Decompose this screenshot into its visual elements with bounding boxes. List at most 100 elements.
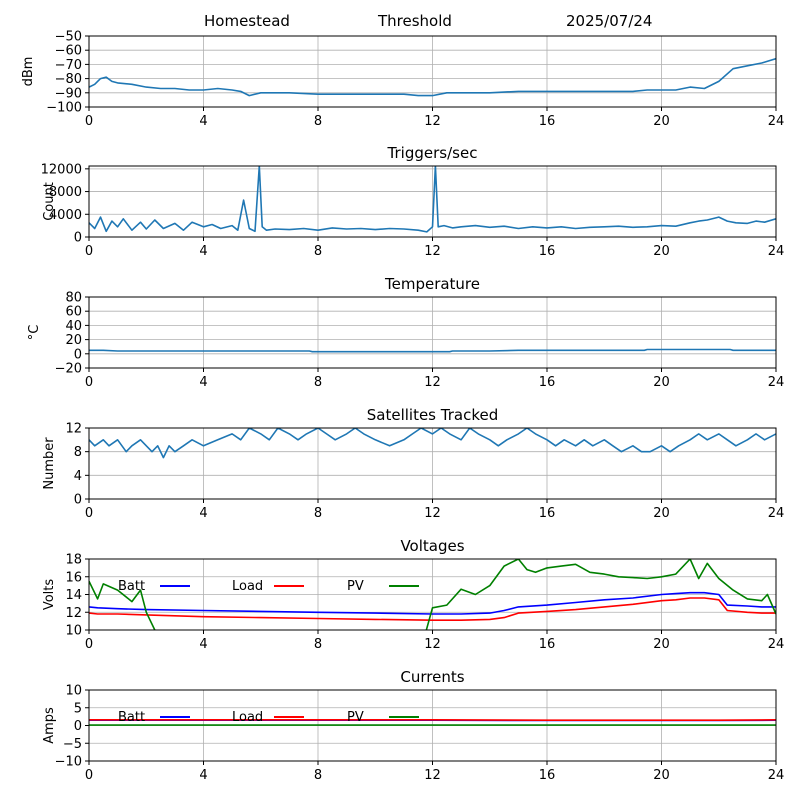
panel-2-ytick-label-0: −20 (55, 362, 82, 377)
panel-2-xtick-label-6: 24 (768, 375, 785, 390)
panel-3-title: Satellites Tracked (367, 406, 498, 424)
panel-1-xtick-label-6: 24 (768, 244, 785, 259)
panel-0-ytick-label-4: −60 (55, 44, 82, 59)
panel-1: 0 4 8 12 16 20 24 0 4000 8000 12000 Count Triggers/s… (41, 144, 785, 259)
panel-2-xtick-label-3: 12 (424, 375, 441, 390)
plot-date: 2025/07/24 (566, 12, 653, 30)
panel-4-ylabel: Volts (42, 579, 57, 611)
panel-4-ytick-label-0: 10 (65, 624, 82, 639)
panel-5-xtick-label-3: 12 (424, 768, 441, 783)
panel-0-ytick-label-0: −100 (46, 101, 82, 116)
panel-3-xtick-label-1: 4 (199, 506, 207, 521)
panel-3-ytick-label-0: 0 (74, 493, 82, 508)
panel-3-series-line-series-0 (89, 428, 776, 459)
panel-3-xtick-label-3: 12 (424, 506, 441, 521)
panel-5-xtick-label-5: 20 (653, 768, 670, 783)
panel-0-ytick-label-1: −90 (55, 86, 82, 101)
panel-2-xtick-label-5: 20 (653, 375, 670, 390)
panel-1-xtick-label-5: 20 (653, 244, 670, 259)
panel-4-ytick-label-2: 14 (65, 588, 82, 603)
panel-4-xtick-label-3: 12 (424, 637, 441, 652)
panel-5-ytick-label-4: 10 (65, 684, 82, 699)
panel-0-xtick-label-1: 4 (199, 114, 207, 129)
panel-1-ylabel: Count (42, 182, 57, 221)
panel-2-xtick-label-0: 0 (85, 375, 93, 390)
panel-1-xtick-label-1: 4 (199, 244, 207, 259)
panel-0-xtick-label-2: 8 (314, 114, 322, 129)
panel-2-ytick-label-2: 20 (65, 333, 82, 348)
panel-2-xtick-label-4: 16 (539, 375, 556, 390)
panel-1-ytick-label-3: 12000 (41, 162, 82, 177)
panel-4-xtick-label-1: 4 (199, 637, 207, 652)
panel-0: 0 4 8 12 16 20 24 −100−90−80−70−60−50 dBm (21, 30, 784, 130)
panel-0-xtick-label-4: 16 (539, 114, 556, 129)
panel-0-xtick-label-5: 20 (653, 114, 670, 129)
panel-1-title: Triggers/sec (387, 144, 478, 162)
panel-1-ytick-label-2: 8000 (49, 185, 82, 200)
panel-0-ylabel: dBm (21, 57, 36, 87)
panel-5-ytick-label-1: −5 (63, 737, 82, 752)
panel-1-xtick-label-3: 12 (424, 244, 441, 259)
panel-2-ytick-label-1: 0 (74, 347, 82, 362)
panel-3-ytick-label-1: 4 (74, 469, 82, 484)
panel-5-legend-label-batt: Batt (118, 710, 145, 725)
panel-4-series-line-pv (89, 559, 776, 630)
panel-4-xtick-label-6: 24 (768, 637, 785, 652)
panel-5-title: Currents (400, 668, 464, 686)
panel-5-xtick-label-1: 4 (199, 768, 207, 783)
panel-4: 0 4 8 12 16 20 24 10 12 14 16 18 Volts Voltages Batt Lo… (42, 537, 784, 652)
site-name: Homestead (204, 12, 290, 30)
panel-0-series-line-series-0 (89, 57, 776, 97)
panel-2-ytick-label-5: 80 (65, 291, 82, 306)
panel-0-xtick-label-3: 12 (424, 114, 441, 129)
panel-0-ytick-label-2: −80 (55, 72, 82, 87)
panel-0-ytick-label-3: −70 (55, 58, 82, 73)
panel-4-title: Voltages (400, 537, 464, 555)
panel-5-xtick-label-0: 0 (85, 768, 93, 783)
panel-5-xtick-label-4: 16 (539, 768, 556, 783)
panel-5-legend-label-pv: PV (347, 710, 364, 725)
panel-1-xtick-label-0: 0 (85, 244, 93, 259)
panel-3-ytick-label-3: 12 (65, 422, 82, 437)
panel-4-xtick-label-2: 8 (314, 637, 322, 652)
panel-3-ylabel: Number (42, 437, 57, 490)
panel-5-xtick-label-6: 24 (768, 768, 785, 783)
panel-4-ytick-label-3: 16 (65, 570, 82, 585)
panel-2-ylabel: °C (27, 325, 42, 341)
plot-title: Threshold (378, 12, 452, 30)
panel-5-legend-label-load: Load (232, 710, 263, 725)
panel-3-ytick-label-2: 8 (74, 445, 82, 460)
panel-3-xtick-label-0: 0 (85, 506, 93, 521)
panel-4-xtick-label-0: 0 (85, 637, 93, 652)
panel-1-series-line-series-0 (89, 166, 776, 233)
panel-4-legend-label-batt: Batt (118, 579, 145, 594)
panel-4-xtick-label-5: 20 (653, 637, 670, 652)
panel-5-ytick-label-3: 5 (74, 701, 82, 716)
panel-4-xtick-label-4: 16 (539, 637, 556, 652)
panel-5-ylabel: Amps (42, 707, 57, 744)
panel-3-xtick-label-5: 20 (653, 506, 670, 521)
panel-2-ytick-label-3: 40 (65, 319, 82, 334)
panel-3-xtick-label-4: 16 (539, 506, 556, 521)
panel-0-ytick-label-5: −50 (55, 30, 82, 45)
figure-header: Homestead Threshold 2025/07/24 (0, 12, 800, 32)
panel-4-legend-label-load: Load (232, 579, 263, 594)
panel-2-title: Temperature (384, 275, 480, 293)
panel-4-legend-label-pv: PV (347, 579, 364, 594)
panel-4-ytick-label-4: 18 (65, 553, 82, 568)
panel-3-xtick-label-2: 8 (314, 506, 322, 521)
panel-0-xtick-label-6: 24 (768, 114, 785, 129)
panel-0-xtick-label-0: 0 (85, 114, 93, 129)
panel-1-xtick-label-2: 8 (314, 244, 322, 259)
panel-3: 0 4 8 12 16 20 24 0 4 8 12 Number Satellites Tracked (42, 406, 784, 521)
panel-2-xtick-label-1: 4 (199, 375, 207, 390)
panel-5-ytick-label-0: −10 (55, 755, 82, 770)
panel-4-series-line-load (89, 597, 776, 622)
panel-1-xtick-label-4: 16 (539, 244, 556, 259)
panel-4-ytick-label-1: 12 (65, 606, 82, 621)
panel-2-ytick-label-4: 60 (65, 305, 82, 320)
panel-4-series-line-batt (89, 591, 776, 615)
panel-5: 0 4 8 12 16 20 24 −10 −5 0 5 10 Amps Currents Batt Load… (42, 668, 784, 783)
